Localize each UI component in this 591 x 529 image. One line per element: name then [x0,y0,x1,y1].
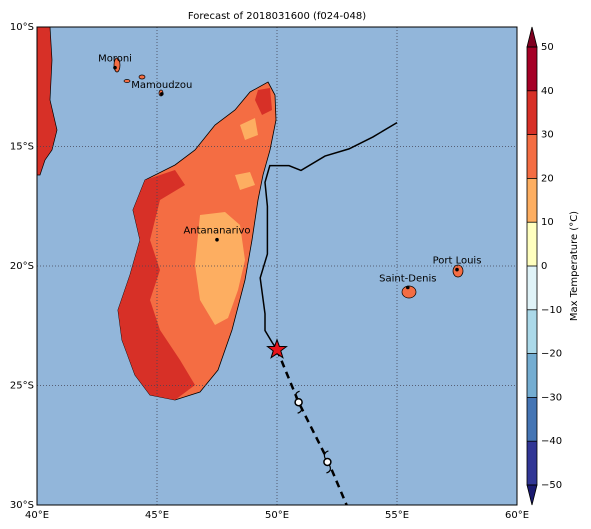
colorbar-tick-label: 20 [541,173,554,184]
city-label: Mamoudzou [131,80,192,91]
city-label: Antananarivo [183,226,250,237]
colorbar-band [527,353,537,398]
colorbar-band [527,397,537,442]
city-dot [215,237,219,242]
colorbar-band [527,134,537,179]
lon-label: 40°E [25,510,49,521]
colorbar-tick-label: −50 [541,480,562,491]
cyclone-symbol [323,457,332,467]
lat-label: 15°S [10,142,34,153]
current-position [266,338,288,359]
land [37,27,464,401]
overlay: Moroni Mamoudzou Antananarivo Saint-Denis Po… [36,26,518,506]
colorbar-over [526,26,538,48]
colorbar-band [527,178,537,223]
madagascar-north [255,88,272,115]
lat-label: 20°S [10,261,34,272]
city-label: Moroni [98,54,132,65]
title: Forecast of 2018031600 (f024-048) [188,11,366,22]
lat-label: 30°S [10,500,34,511]
colorbar-tick-label: −20 [541,349,562,360]
moheli [123,79,131,83]
colorbar-tick-label: −40 [541,436,562,447]
city-dot [406,285,410,290]
reunion [401,285,417,299]
colorbar-tick-label: 10 [541,217,554,228]
highlands-north [235,172,255,190]
lon-label: 55°E [385,510,409,521]
lon-label: 60°E [505,510,529,521]
madagascar-hot [118,170,195,400]
highlands [195,212,245,325]
cyclone-arm [295,390,303,414]
africa-coast [37,27,58,176]
map-frame [36,26,518,506]
colorbar-tick-label: 0 [541,261,547,272]
observed-track [259,121,398,351]
forecast-track [275,349,348,506]
colorbar-label: Max Temperature (°C) [569,211,580,321]
city-label: Port Louis [433,256,482,267]
colorbar-tick-label: −10 [541,305,562,316]
cyclone-symbol [294,397,303,407]
colorbar-tick-label: 30 [541,130,554,141]
colorbar-tick-label: 40 [541,86,554,97]
highlands-ne [240,118,258,140]
colorbar-tick-label: −30 [541,392,562,403]
lon-label: 50°E [265,510,289,521]
city-dot [113,65,117,70]
lat-label: 10°S [10,22,34,33]
colorbar-band [527,441,537,485]
city-dot [160,92,164,96]
colorbar-band [527,90,537,135]
lat-label: 25°S [10,381,34,392]
colorbar-under [526,484,538,506]
colorbar-tick-label: 50 [541,42,554,53]
colorbar-band [527,309,537,354]
city-dot [455,267,459,272]
city-label: Saint-Denis [379,274,436,285]
colorbar-band [527,47,537,91]
colorbar-band [527,222,537,266]
cyclone-arm [323,450,331,474]
lon-label: 45°E [145,510,169,521]
colorbar-band [527,266,537,310]
anjouan [138,74,146,80]
